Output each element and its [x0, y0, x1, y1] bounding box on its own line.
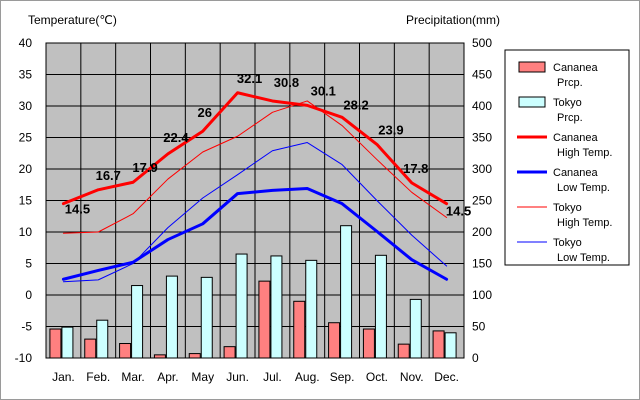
legend-cananea-prcp-label: Cananea — [553, 62, 599, 74]
legend-cananea-high-label: Cananea — [553, 132, 599, 144]
tokyo-prcp-bar — [235, 253, 248, 359]
cananea-prcp-bar — [119, 343, 132, 359]
month-label: Feb. — [86, 370, 110, 384]
cananea-prcp-bar — [362, 328, 375, 359]
legend-tokyo-prcp-label: Prcp. — [557, 112, 583, 124]
month-label: Jul. — [263, 370, 282, 384]
tokyo-prcp-bar — [374, 254, 387, 359]
prcp-tick-label: 400 — [472, 99, 492, 113]
legend-tokyo-prcp-label: Tokyo — [553, 97, 582, 109]
high-temp-data-label: 14.5 — [446, 204, 471, 219]
cananea-prcp-bar — [328, 322, 341, 359]
month-label: Apr. — [157, 370, 178, 384]
tokyo-prcp-bar — [96, 319, 109, 359]
temp-tick-label: 35 — [19, 68, 33, 82]
prcp-tick-label: 300 — [472, 162, 492, 176]
cananea-prcp-bar — [84, 338, 97, 359]
legend-tokyo-low-label: Low Temp. — [557, 252, 610, 264]
legend-cananea-high-label: High Temp. — [557, 147, 612, 159]
cananea-low-line — [61, 187, 449, 281]
temp-tick-label: 40 — [19, 36, 33, 50]
month-label: Nov. — [400, 370, 424, 384]
temp-tick-label: 15 — [19, 194, 33, 208]
prcp-tick-label: 350 — [472, 131, 492, 145]
cananea-prcp-bar — [432, 330, 445, 359]
prcp-tick-label: 150 — [472, 257, 492, 271]
tokyo-prcp-bar — [409, 298, 422, 359]
high-temp-data-label: 26 — [198, 105, 212, 120]
tokyo-prcp-bar — [270, 255, 283, 359]
cananea-prcp-bar — [223, 346, 236, 359]
prcp-axis-title: Precipitation(mm) — [406, 13, 500, 27]
high-temp-data-label: 17.9 — [132, 160, 157, 175]
month-label: Jan. — [52, 370, 75, 384]
tokyo-prcp-bar — [61, 326, 74, 359]
legend-cananea-prcp-label: Prcp. — [557, 77, 583, 89]
prcp-tick-label: 50 — [472, 320, 486, 334]
legend-cananea-low-label: Low Temp. — [557, 182, 610, 194]
legend-tokyo-low-label: Tokyo — [553, 237, 582, 249]
prcp-tick-label: 250 — [472, 194, 492, 208]
legend-box — [504, 49, 630, 266]
legend-tokyo-high-label: High Temp. — [557, 217, 612, 229]
month-label: May — [191, 370, 214, 384]
tokyo-low-line — [62, 142, 448, 283]
temp-tick-label: 0 — [25, 288, 32, 302]
tokyo-prcp-bar — [305, 259, 318, 359]
high-temp-data-label: 32.1 — [237, 71, 262, 86]
cananea-prcp-bar — [49, 328, 62, 359]
high-temp-data-label: 17.8 — [403, 161, 428, 176]
tokyo-prcp-bar — [340, 225, 353, 359]
high-temp-data-label: 30.1 — [311, 83, 336, 98]
temp-tick-label: 20 — [19, 162, 33, 176]
prcp-tick-label: 500 — [472, 36, 492, 50]
temp-tick-label: 10 — [19, 225, 33, 239]
cananea-high-line — [61, 91, 449, 206]
plot-border — [45, 42, 465, 359]
temp-tick-label: 25 — [19, 131, 33, 145]
legend-cananea-low-label: Cananea — [553, 167, 599, 179]
tokyo-prcp-bar — [131, 285, 144, 359]
cananea-prcp-bar — [153, 354, 166, 359]
high-temp-data-label: 22.4 — [163, 130, 189, 145]
high-temp-data-label: 30.8 — [274, 75, 299, 90]
tokyo-high-line — [62, 100, 448, 234]
high-temp-data-label: 23.9 — [378, 122, 403, 137]
temp-tick-label: -10 — [15, 351, 33, 365]
temp-axis-title: Temperature(℃) — [28, 13, 117, 27]
cananea-prcp-bar — [293, 300, 306, 359]
month-label: Jun. — [226, 370, 249, 384]
temp-tick-label: 30 — [19, 99, 33, 113]
month-label: Sep. — [330, 370, 355, 384]
cananea-prcp-bar — [258, 280, 271, 359]
legend-tokyo-prcp-swatch — [518, 96, 546, 108]
cananea-prcp-bar — [188, 353, 201, 359]
legend-tokyo-high-label: Tokyo — [553, 202, 582, 214]
cananea-prcp-bar — [397, 343, 410, 359]
prcp-tick-label: 450 — [472, 68, 492, 82]
prcp-tick-label: 0 — [472, 351, 479, 365]
prcp-tick-label: 100 — [472, 288, 492, 302]
legend-cananea-prcp-swatch — [518, 61, 546, 73]
month-label: Aug. — [295, 370, 320, 384]
tokyo-prcp-bar — [165, 275, 178, 359]
month-label: Mar. — [121, 370, 144, 384]
high-temp-data-label: 16.7 — [96, 168, 121, 183]
month-label: Oct. — [366, 370, 388, 384]
tokyo-prcp-bar — [444, 332, 457, 359]
temp-tick-label: 5 — [25, 257, 32, 271]
temp-tick-label: -5 — [21, 320, 32, 334]
high-temp-data-label: 14.5 — [65, 202, 90, 217]
high-temp-data-label: 28.2 — [343, 97, 368, 112]
month-label: Dec. — [434, 370, 459, 384]
prcp-tick-label: 200 — [472, 225, 492, 239]
tokyo-prcp-bar — [200, 276, 213, 359]
